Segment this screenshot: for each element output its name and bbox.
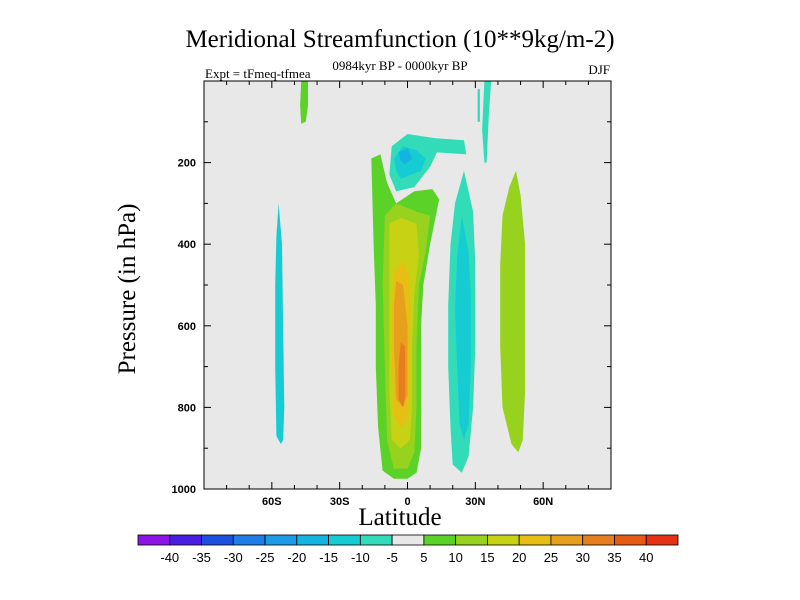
x-tick-label: 30S (330, 496, 350, 508)
colorbar-swatch (232, 534, 266, 546)
colorbar-label: -10 (351, 550, 370, 565)
experiment-label: Expt = tFmeq-tfmea (205, 66, 311, 81)
colorbar-label: -20 (287, 550, 306, 565)
axes: 60S 30S 0 30N 60N 200 400 600 800 1000 (172, 81, 611, 508)
colorbar-swatch (296, 534, 329, 546)
colorbar-label: 5 (420, 550, 427, 565)
chart-title: Meridional Streamfunction (10**9kg/m-2) (185, 26, 615, 53)
colorbar-swatch (137, 534, 171, 546)
x-tick-label: 60S (262, 496, 282, 508)
contour-cell-30N-inner (455, 215, 471, 440)
colorbar-label: 30 (575, 550, 589, 565)
colorbar-swatch (582, 534, 615, 546)
y-tick-label: 800 (178, 402, 196, 414)
season-label: DJF (588, 62, 610, 77)
colorbar-label: 40 (639, 550, 653, 565)
colorbar-label: -15 (319, 550, 338, 565)
colorbar-label: 10 (448, 550, 462, 565)
colorbar-swatch (328, 534, 361, 546)
contour-cell-30N-top (482, 81, 492, 163)
contour-cell-60S-upper (300, 81, 308, 124)
colorbar-swatch (264, 534, 298, 546)
colorbar-swatch (518, 534, 552, 546)
x-tick-label: 0 (404, 496, 410, 508)
colorbar-label: -30 (224, 550, 243, 565)
colorbar-swatch (614, 534, 647, 546)
colorbar-swatch (423, 534, 457, 546)
colorbar-label: 20 (512, 550, 526, 565)
colorbar-label: 35 (607, 550, 621, 565)
colorbar-swatch (169, 534, 202, 546)
colorbar-swatch (391, 534, 425, 546)
colorbar-label: -35 (192, 550, 211, 565)
contour-cell-tropical-l30 (398, 342, 406, 408)
colorbar-label: 15 (480, 550, 494, 565)
contour-cell-upper-neg-l15 (398, 148, 412, 165)
colorbar-label: -25 (256, 550, 275, 565)
colorbar-swatch (550, 534, 584, 546)
contour-regions (275, 81, 526, 479)
colorbar-label: -40 (160, 550, 179, 565)
y-tick-label: 1000 (172, 484, 196, 496)
x-tick-label: 60N (533, 496, 553, 508)
x-tick-label: 30N (465, 496, 485, 508)
colorbar-swatch (201, 534, 234, 546)
x-axis-label: Latitude (358, 504, 442, 531)
contour-cell-30N-top-sliver (477, 89, 480, 122)
contour-cell-60S-lower (275, 203, 285, 445)
y-tick-label: 200 (178, 158, 196, 170)
contour-cell-60N (500, 170, 526, 453)
colorbar: -40 -35 -30 -25 -20 -15 -10 -5 5 10 15 20 25 30 35 40 (137, 534, 679, 565)
colorbar-label: -5 (386, 550, 398, 565)
colorbar-swatch (359, 534, 393, 546)
colorbar-swatch (455, 534, 488, 546)
y-tick-label: 600 (178, 321, 196, 333)
y-tick-label: 400 (178, 239, 196, 251)
chart-subtitle: 0984kyr BP - 0000kyr BP (332, 58, 468, 73)
colorbar-label: 25 (544, 550, 558, 565)
colorbar-swatch (645, 534, 679, 546)
colorbar-swatch (487, 534, 520, 546)
